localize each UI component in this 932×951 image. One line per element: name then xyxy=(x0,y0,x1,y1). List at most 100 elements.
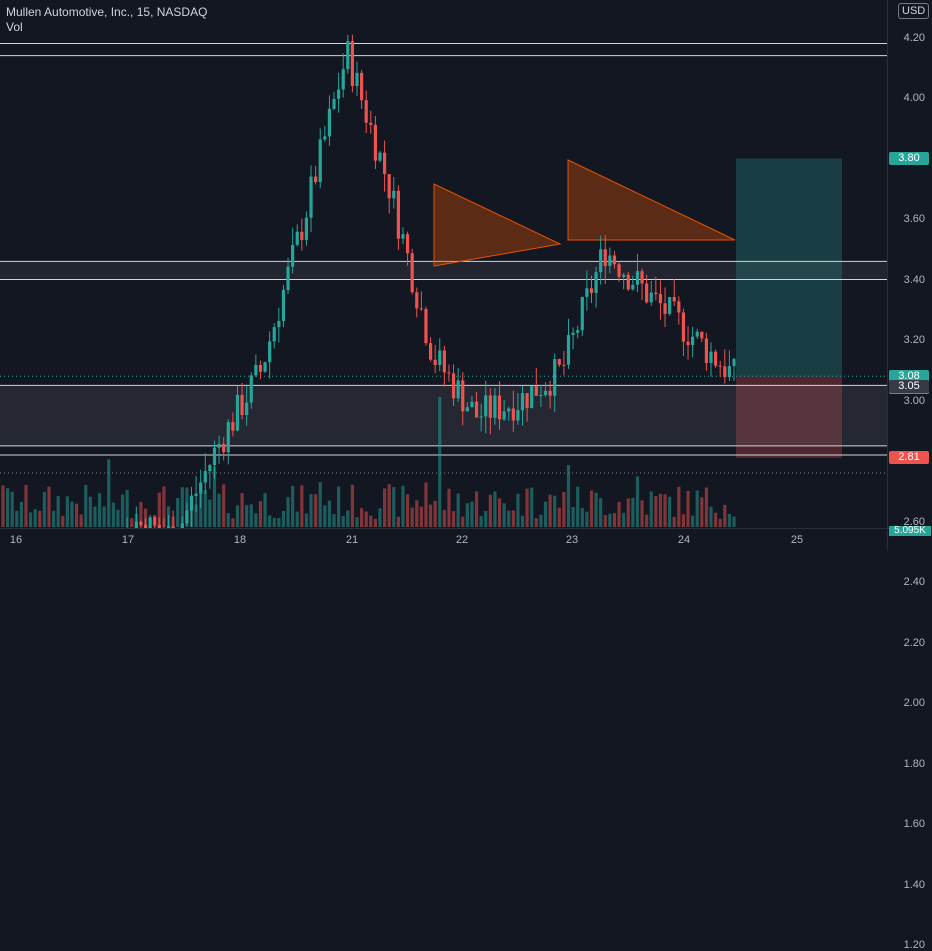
candle-body xyxy=(180,523,184,528)
candle-body xyxy=(525,393,529,409)
volume-bar xyxy=(258,501,263,527)
volume-bar xyxy=(401,485,405,527)
candle-body xyxy=(309,176,313,218)
candle-body xyxy=(360,72,364,101)
volume-bar xyxy=(539,514,543,527)
volume-bar xyxy=(571,507,575,527)
candle-body xyxy=(235,394,240,431)
candle-body xyxy=(654,292,658,295)
candle-body xyxy=(410,253,414,293)
candle-body xyxy=(608,255,612,267)
price-tick: 2.60 xyxy=(903,515,925,528)
volume-bar xyxy=(493,491,497,527)
candle-body xyxy=(401,234,405,239)
volume-bar xyxy=(97,493,102,527)
candle-body xyxy=(382,152,387,175)
candle-body xyxy=(240,394,244,416)
stop-price-tag: 2.81 xyxy=(889,451,929,465)
volume-bar xyxy=(84,485,88,527)
volume-bar xyxy=(125,489,129,527)
volume-bar xyxy=(658,493,663,527)
candle-body xyxy=(350,41,355,87)
volume-bar xyxy=(548,494,552,527)
price-tick: 1.20 xyxy=(903,939,925,951)
candle-body xyxy=(134,521,138,528)
volume-bar xyxy=(212,466,217,527)
volume-bar xyxy=(663,494,667,527)
time-tick: 22 xyxy=(455,534,469,546)
volume-bar xyxy=(557,507,561,527)
volume-bar xyxy=(51,510,56,527)
candle-body xyxy=(576,330,580,333)
volume-bar xyxy=(364,511,368,527)
candle-body xyxy=(447,372,451,374)
candle-body xyxy=(562,364,566,366)
last-price-value: 3.08 xyxy=(898,370,920,383)
volume-bar xyxy=(1,485,5,527)
volume-bar xyxy=(438,397,442,527)
candle-body xyxy=(571,332,575,335)
candle-body xyxy=(658,294,663,304)
volume-bar xyxy=(346,510,350,527)
candle-body xyxy=(718,365,722,367)
volume-bar xyxy=(576,486,580,527)
level-price-tag: 3.05 xyxy=(889,379,929,393)
volume-bar xyxy=(318,482,322,527)
candle-body xyxy=(373,124,377,161)
volume-bar xyxy=(543,501,548,527)
chart-pane[interactable]: Mullen Automotive, Inc., 15, NASDAQ Vol xyxy=(0,0,887,528)
symbol-legend[interactable]: Mullen Automotive, Inc., 15, NASDAQ xyxy=(6,5,208,19)
volume-bar xyxy=(79,514,83,527)
volume-bar xyxy=(28,512,33,527)
time-tick: 23 xyxy=(565,534,579,546)
candle-body xyxy=(258,364,263,372)
currency-badge[interactable]: USD xyxy=(898,3,930,19)
candle-body xyxy=(231,422,235,431)
candle-body xyxy=(387,174,391,199)
volume-bar xyxy=(360,508,364,527)
time-axis[interactable]: 16 17 18 21 22 23 24 25 xyxy=(0,528,887,551)
volume-bar xyxy=(553,495,557,527)
volume-bar xyxy=(585,511,589,527)
volume-bar xyxy=(350,484,355,527)
volume-bar xyxy=(387,484,391,527)
candle-body xyxy=(456,380,460,399)
candle-body xyxy=(281,289,286,321)
candle-body xyxy=(461,380,465,412)
volume-bar xyxy=(116,509,120,527)
candle-body xyxy=(392,190,396,199)
candle-body xyxy=(438,350,442,365)
resistance-band xyxy=(0,261,887,280)
candle-body xyxy=(612,255,617,265)
volume-bar xyxy=(38,510,42,527)
volume-bar xyxy=(263,493,267,527)
price-chart[interactable] xyxy=(0,0,887,528)
candle-body xyxy=(700,331,704,339)
volume-bar xyxy=(314,494,318,527)
candle-body xyxy=(594,272,598,293)
candle-body xyxy=(304,217,309,240)
volume-bar xyxy=(176,497,180,527)
candle-body xyxy=(622,274,626,277)
candle-body xyxy=(323,136,327,140)
volume-bar xyxy=(566,465,571,527)
candle-body xyxy=(272,327,276,342)
volume-bar xyxy=(410,507,414,527)
candle-body xyxy=(226,422,230,453)
candle-body xyxy=(355,72,359,87)
candle-body xyxy=(681,312,686,342)
candle-body xyxy=(543,390,548,396)
price-axis[interactable]: USD 4.404.204.003.803.603.403.203.002.80… xyxy=(887,0,932,951)
candle-body xyxy=(433,359,437,365)
volume-legend[interactable]: Vol xyxy=(6,20,23,34)
volume-bar xyxy=(15,510,19,527)
volume-bar xyxy=(654,495,658,527)
volume-bar xyxy=(24,485,28,527)
axis-corner: 5.095K xyxy=(887,526,932,551)
volume-bar xyxy=(70,501,74,527)
volume-bar xyxy=(268,515,272,527)
price-tick: 2.20 xyxy=(903,636,925,649)
candle-body xyxy=(157,524,161,528)
volume-bar xyxy=(281,510,286,527)
candle-body xyxy=(378,152,382,161)
